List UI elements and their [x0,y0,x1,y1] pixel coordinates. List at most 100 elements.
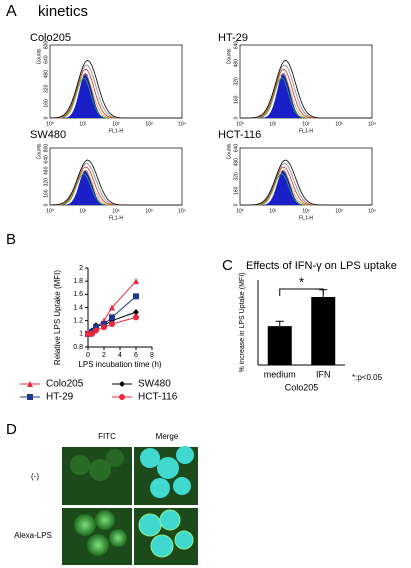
histogram-title: HT-29 [218,32,248,44]
marker [27,381,33,387]
group-label: Colo205 [285,382,319,392]
x-tick-label: 10² [302,121,310,127]
histogram-outline [50,73,182,119]
y-tick-label: 0.8 [73,344,83,351]
x-tick-label: 10⁰ [236,208,244,214]
panel-label: D [6,421,17,438]
x-tick-label: 10⁰ [46,208,54,214]
x-tick-label: 10² [302,208,310,214]
x-tick-label: 2 [102,352,106,359]
y-tick-label: 0 [233,116,239,119]
x-tick-label: 10¹ [79,208,87,214]
marker [133,309,139,316]
y-tick-label: 1.2 [73,318,83,325]
histogram-title: SW480 [30,129,66,141]
y-tick-label: 320 [233,77,239,86]
histogram-outline [240,64,372,119]
y-axis-label: Relative LPS Uptake (MFI) [53,270,62,365]
significance-mark: * [299,274,304,289]
y-tick-label: 0 [43,116,49,119]
micrograph [62,446,198,565]
marker [101,320,107,327]
y-tick-label: 0 [43,203,49,206]
histogram-title: HCT-116 [218,129,261,141]
legend-label: HCT-116 [138,392,178,403]
marker [93,327,99,334]
x-tick-label: 10² [112,208,120,214]
y-tick-label: 160 [43,99,49,108]
x-tick-label: 6 [134,352,138,359]
y-tick-label: 2 [79,265,83,272]
x-tick-label: 4 [118,352,122,359]
x-tick-label: 10⁰ [236,121,244,127]
histogram-outline [50,169,182,206]
marker [27,394,33,400]
histogram-fill [240,169,372,205]
y-tick-label: 640 [233,144,239,153]
legend-label: Colo205 [46,379,84,390]
y-tick-label: 1.8 [73,278,83,285]
significance-bracket [279,288,324,296]
marker [133,278,139,285]
y-tick-label: 480 [233,158,239,167]
marker [133,314,139,321]
marker [119,394,125,400]
x-tick-label: 0 [86,352,90,359]
y-tick-label: 800 [43,41,49,50]
column-label: Merge [156,432,179,441]
plot-frame [239,147,373,206]
x-axis-label: FL1-H [299,215,313,221]
panel-title: kinetics [38,3,88,20]
panel-label: B [6,231,16,248]
marker [93,324,99,331]
y-tick-label: 160 [233,186,239,195]
column-label: FITC [98,432,116,441]
note: *:p<0.05 [352,373,383,382]
x-tick-label: 10³ [335,208,343,214]
bar [311,297,336,365]
y-tick-label: 480 [233,59,239,68]
marker [109,304,115,311]
x-tick-label: 10² [112,121,120,127]
histogram-outline [50,77,182,119]
y-tick-label: 320 [43,84,49,93]
x-axis-label: FL1-H [109,215,123,221]
histogram-outline [50,173,182,206]
x-tick-label: 10³ [335,121,343,127]
y-axis-label: Counts [226,48,232,64]
histogram-title: Colo205 [30,32,71,44]
x-tick-label: IFN [316,369,331,379]
panel-label: A [6,3,17,20]
chart-title: Effects of IFN-γ on LPS uptake [246,260,397,272]
histogram-outline [240,163,372,206]
x-tick-label: 8 [150,352,154,359]
histogram-outline [240,77,372,119]
histogram-outline [49,159,182,206]
x-tick-label: 10⁴ [178,121,186,127]
histogram-outline [240,60,372,119]
histogram-fill [50,169,182,205]
row-label: Alexa-LPS [14,531,52,540]
bar [267,326,292,365]
y-tick-label: 800 [43,144,49,153]
x-tick-label: 10¹ [269,208,277,214]
y-axis-label: Counts [36,143,42,159]
y-tick-label: 160 [43,189,49,198]
x-axis-label: LPS incubation time (h) [78,360,161,369]
row-label: (-) [31,472,39,481]
y-tick-label: 480 [43,70,49,79]
histogram-fill [240,72,372,118]
legend-label: SW480 [138,379,171,390]
marker [101,324,107,331]
marker [109,314,115,321]
x-tick-label: 10³ [145,208,153,214]
x-tick-label: 10⁴ [368,208,376,214]
histogram-fill [50,72,182,118]
marker [109,320,115,327]
histogram-outline [240,173,372,206]
plot-frame [239,44,373,119]
x-tick-label: 10¹ [269,121,277,127]
y-axis-label: % increase in LPS Uptake (MFI) [239,273,246,373]
